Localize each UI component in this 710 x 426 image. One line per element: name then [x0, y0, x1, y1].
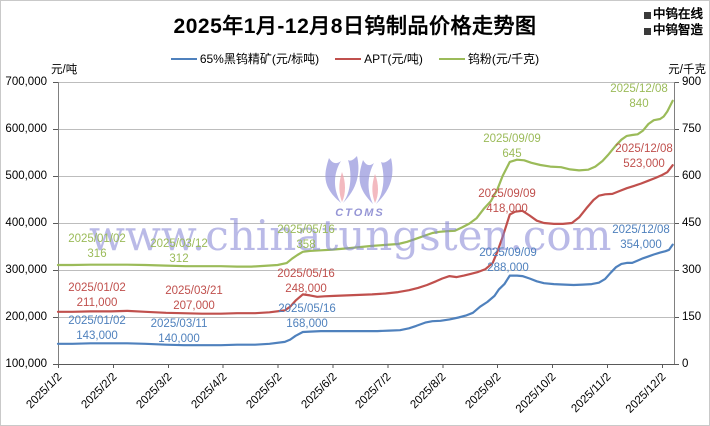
annotation-date: 2025/05/16 [277, 268, 335, 280]
annotation-powder: 2025/09/09 645 [465, 132, 559, 161]
annotation-wolframite: 2025/12/08 354,000 [594, 223, 688, 252]
annotation-value: 168,000 [286, 317, 328, 330]
brand-block: 中钨在线 中钨智造 [642, 6, 703, 38]
right-axis-tick-label: 150 [682, 311, 702, 323]
chart-title: 2025年1月-12月8日钨制品价格走势图 [173, 15, 537, 38]
annotation-date: 2025/12/08 [615, 143, 673, 155]
legend-label: 钨粉(元/千克) [467, 52, 540, 66]
legend-item-apt: APT(元/吨) [335, 50, 423, 67]
annotation-value: 140,000 [158, 332, 200, 345]
annotation-powder: 2025/01/02 316 [50, 232, 144, 261]
annotation-value: 207,000 [173, 299, 215, 312]
annotation-value: 211,000 [76, 296, 118, 309]
annotation-date: 2025/05/16 [278, 303, 336, 315]
annotation-date: 2025/12/08 [610, 83, 668, 95]
annotation-value: 418,000 [486, 202, 528, 215]
left-axis-tick-label: 600,000 [5, 123, 47, 135]
watermark-text: www.chinatungsten.com [89, 211, 612, 260]
annotation-wolframite: 2025/03/11 140,000 [132, 317, 226, 346]
annotation-date: 2025/09/09 [478, 188, 536, 200]
annotation-value: 645 [502, 147, 522, 160]
chart-legend: 65%黑钨精矿(元/标吨) APT(元/吨) 钨粉(元/千克) [1, 50, 709, 67]
annotation-date: 2025/09/09 [483, 133, 541, 145]
annotation-value: 358 [296, 238, 316, 251]
annotation-apt: 2025/09/09 418,000 [460, 187, 554, 216]
annotation-value: 312 [169, 252, 189, 265]
annotation-powder: 2025/12/08 840 [592, 82, 686, 111]
annotation-value: 316 [87, 247, 107, 260]
right-axis-tick-label: 750 [682, 123, 702, 135]
left-axis-tick-label: 200,000 [5, 311, 47, 323]
annotation-wolframite: 2025/05/16 168,000 [260, 302, 354, 331]
series-line-powder [56, 99, 674, 268]
left-axis-tick-label: 100,000 [5, 358, 47, 370]
annotation-wolframite: 2025/01/02 143,000 [50, 314, 144, 343]
annotation-value: 523,000 [623, 157, 665, 170]
annotation-apt: 2025/01/02 211,000 [50, 281, 144, 310]
brand-logo-icon [642, 26, 651, 35]
brand-name-online: 中钨在线 [652, 7, 703, 21]
left-axis-unit: 元/吨 [51, 64, 78, 76]
annotation-powder: 2025/05/16 358 [259, 223, 353, 252]
annotation-date: 2025/03/11 [150, 318, 208, 330]
annotation-apt: 2025/12/08 523,000 [597, 142, 691, 171]
annotation-date: 2025/12/08 [612, 224, 670, 236]
left-axis-tick-label: 300,000 [5, 264, 47, 276]
annotation-value: 288,000 [487, 261, 529, 274]
brand-name-smart: 中钨智造 [652, 23, 703, 37]
annotation-powder: 2025/03/12 312 [132, 237, 226, 266]
right-axis-tick-label: 0 [682, 358, 689, 370]
annotation-apt: 2025/05/16 248,000 [259, 267, 353, 296]
legend-item-wolframite: 65%黑钨精矿(元/标吨) [170, 50, 320, 67]
legend-label: 65%黑钨精矿(元/标吨) [199, 52, 320, 66]
annotation-date: 2025/03/12 [150, 238, 208, 250]
left-axis-tick-label: 400,000 [5, 217, 47, 229]
powder-line-swatch-icon [438, 57, 465, 60]
annotation-value: 248,000 [285, 282, 327, 295]
right-axis-unit: 元/千克 [668, 64, 706, 76]
right-axis-tick-label: 900 [682, 76, 702, 88]
legend-item-powder: 钨粉(元/千克) [438, 50, 540, 67]
brand-row-2: 中钨智造 [642, 22, 703, 38]
annotation-date: 2025/01/02 [68, 315, 126, 327]
left-axis-tick-label: 500,000 [5, 170, 47, 182]
series-line-wolframite [56, 243, 674, 347]
annotation-value: 143,000 [76, 329, 118, 342]
annotation-value: 354,000 [620, 238, 662, 251]
apt-line-swatch-icon [335, 57, 362, 60]
legend-label: APT(元/吨) [364, 52, 423, 66]
annotation-date: 2025/03/21 [165, 285, 223, 297]
annotation-date: 2025/09/09 [479, 247, 537, 259]
logo-text: CTOMS [335, 207, 385, 218]
right-axis-tick-label: 600 [682, 170, 702, 182]
annotation-date: 2025/05/16 [277, 224, 335, 236]
annotation-date: 2025/01/02 [68, 282, 126, 294]
right-axis-tick-label: 450 [682, 217, 702, 229]
annotation-apt: 2025/03/21 207,000 [147, 284, 241, 313]
right-axis-tick-label: 300 [682, 264, 702, 276]
annotation-date: 2025/01/02 [68, 233, 126, 245]
annotation-value: 840 [629, 97, 649, 110]
left-axis-tick-label: 700,000 [5, 76, 47, 88]
brand-logo-icon [642, 10, 651, 19]
series-line-apt [56, 164, 674, 315]
ctoms-logo: CTOMS [325, 156, 393, 218]
annotation-wolframite: 2025/09/09 288,000 [461, 246, 555, 275]
brand-row-1: 中钨在线 [642, 6, 703, 22]
wolframite-line-swatch-icon [170, 57, 197, 60]
